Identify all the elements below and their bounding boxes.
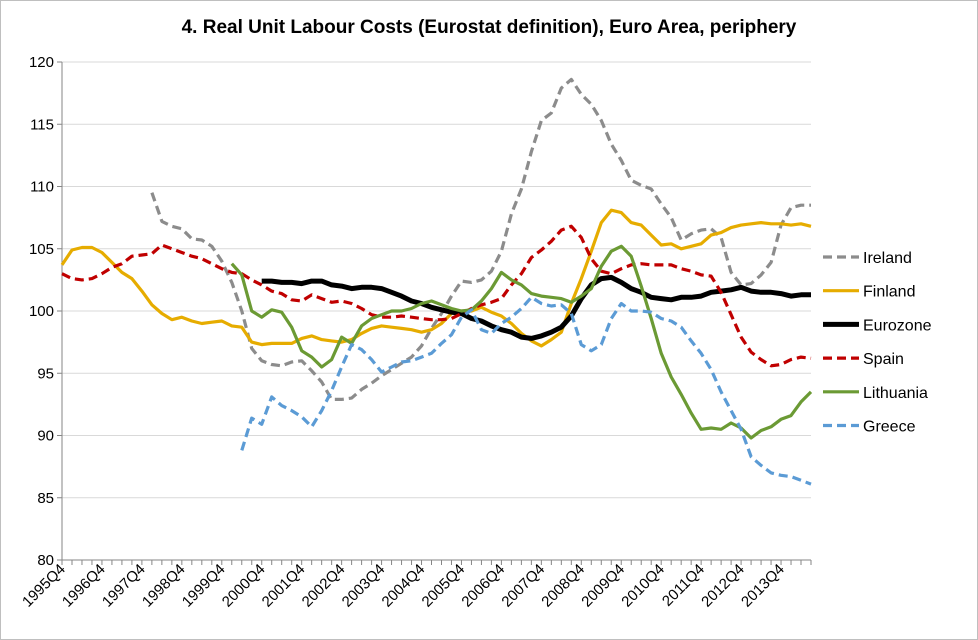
x-axis-ticks: 1995Q41996Q41997Q41998Q41999Q42000Q42001… xyxy=(19,560,812,611)
y-tick-label: 90 xyxy=(37,428,54,445)
x-tick-label: 2009Q4 xyxy=(578,561,628,611)
x-tick-label: 1998Q4 xyxy=(139,561,189,611)
y-tick-label: 120 xyxy=(29,54,54,71)
y-tick-label: 105 xyxy=(29,241,54,258)
legend-label-spain: Spain xyxy=(863,351,904,368)
legend-label-lithuania: Lithuania xyxy=(863,385,928,402)
x-tick-label: 2007Q4 xyxy=(498,561,548,611)
x-tick-label: 2012Q4 xyxy=(698,561,748,611)
y-tick-label: 80 xyxy=(37,552,54,569)
chart-title: 4. Real Unit Labour Costs (Eurostat defi… xyxy=(182,17,797,38)
x-tick-label: 2005Q4 xyxy=(419,561,469,611)
x-tick-label: 2002Q4 xyxy=(299,561,349,611)
series-line-greece xyxy=(240,295,812,486)
legend-label-eurozone: Eurozone xyxy=(863,317,932,334)
x-tick-label: 2010Q4 xyxy=(618,561,668,611)
y-tick-label: 115 xyxy=(30,116,54,133)
y-tick-label: 110 xyxy=(30,179,54,196)
series-line-spain xyxy=(61,224,812,368)
y-tick-label: 100 xyxy=(29,303,54,320)
legend-label-ireland: Ireland xyxy=(863,250,912,267)
y-axis-ticks: 80 85 90 95 100 105 110 115 120 xyxy=(29,54,62,569)
series-line-ireland xyxy=(150,77,811,401)
x-tick-label: 2001Q4 xyxy=(259,561,309,611)
y-tick-label: 85 xyxy=(37,490,54,507)
series-lines xyxy=(60,77,813,486)
x-tick-label: 2003Q4 xyxy=(339,561,389,611)
x-tick-label: 2004Q4 xyxy=(379,561,429,611)
legend-label-finland: Finland xyxy=(863,284,915,301)
gridlines xyxy=(62,61,811,499)
x-tick-label: 2013Q4 xyxy=(738,561,788,611)
x-tick-label: 2008Q4 xyxy=(538,561,588,611)
x-tick-label: 2000Q4 xyxy=(219,561,269,611)
x-tick-label: 1999Q4 xyxy=(179,561,229,611)
y-tick-label: 95 xyxy=(37,365,54,382)
x-tick-label: 1996Q4 xyxy=(59,561,109,611)
series-line-lithuania xyxy=(230,244,813,440)
x-tick-label: 1997Q4 xyxy=(99,561,149,611)
legend: Ireland Finland Eurozone Spain Lithuania Gree… xyxy=(823,250,932,436)
x-tick-label: 2006Q4 xyxy=(458,561,508,611)
series-line-eurozone xyxy=(261,274,811,341)
series-line-finland xyxy=(60,208,812,348)
legend-label-greece: Greece xyxy=(863,419,916,436)
